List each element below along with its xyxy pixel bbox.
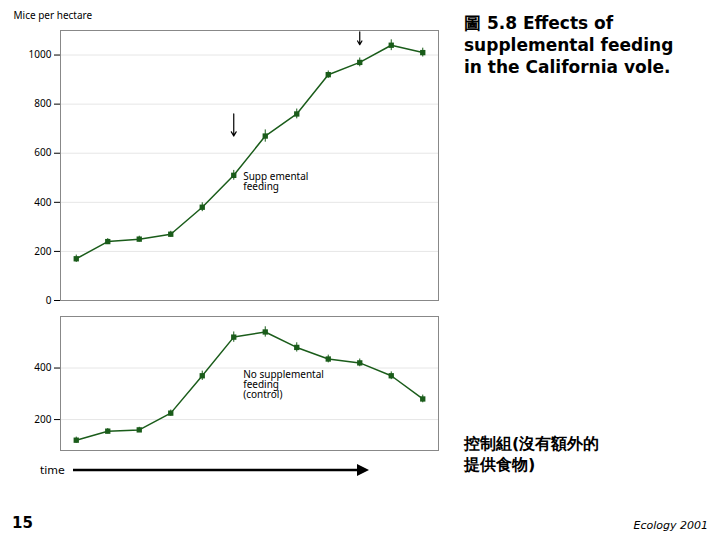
- svg-text:1000: 1000: [29, 47, 52, 61]
- html-text:15: 15: [12, 514, 33, 532]
- svg-text:Mice per hectare: Mice per hectare: [14, 8, 93, 22]
- svg-text:200: 200: [34, 412, 51, 426]
- svg-text:800: 800: [34, 96, 51, 110]
- html-text:time: time: [40, 463, 65, 477]
- html-text:圖 5.8 Effects of supplemental: 圖 5.8 Effects of supplemental feeding in…: [464, 13, 674, 78]
- svg-text:200: 200: [34, 244, 51, 258]
- svg-text:No supplementalfeeding(control: No supplementalfeeding(control): [243, 367, 324, 401]
- svg-text:600: 600: [34, 145, 51, 159]
- html-text:控制組(沒有額外的 提供食物): 控制組(沒有額外的 提供食物): [464, 434, 600, 475]
- svg-text:0: 0: [46, 293, 52, 307]
- svg-text:Supp ementalfeeding: Supp ementalfeeding: [243, 169, 308, 193]
- svg-text:400: 400: [34, 195, 51, 209]
- svg-text:400: 400: [34, 360, 51, 374]
- html-text:Ecology 2001: Ecology 2001: [633, 519, 708, 532]
